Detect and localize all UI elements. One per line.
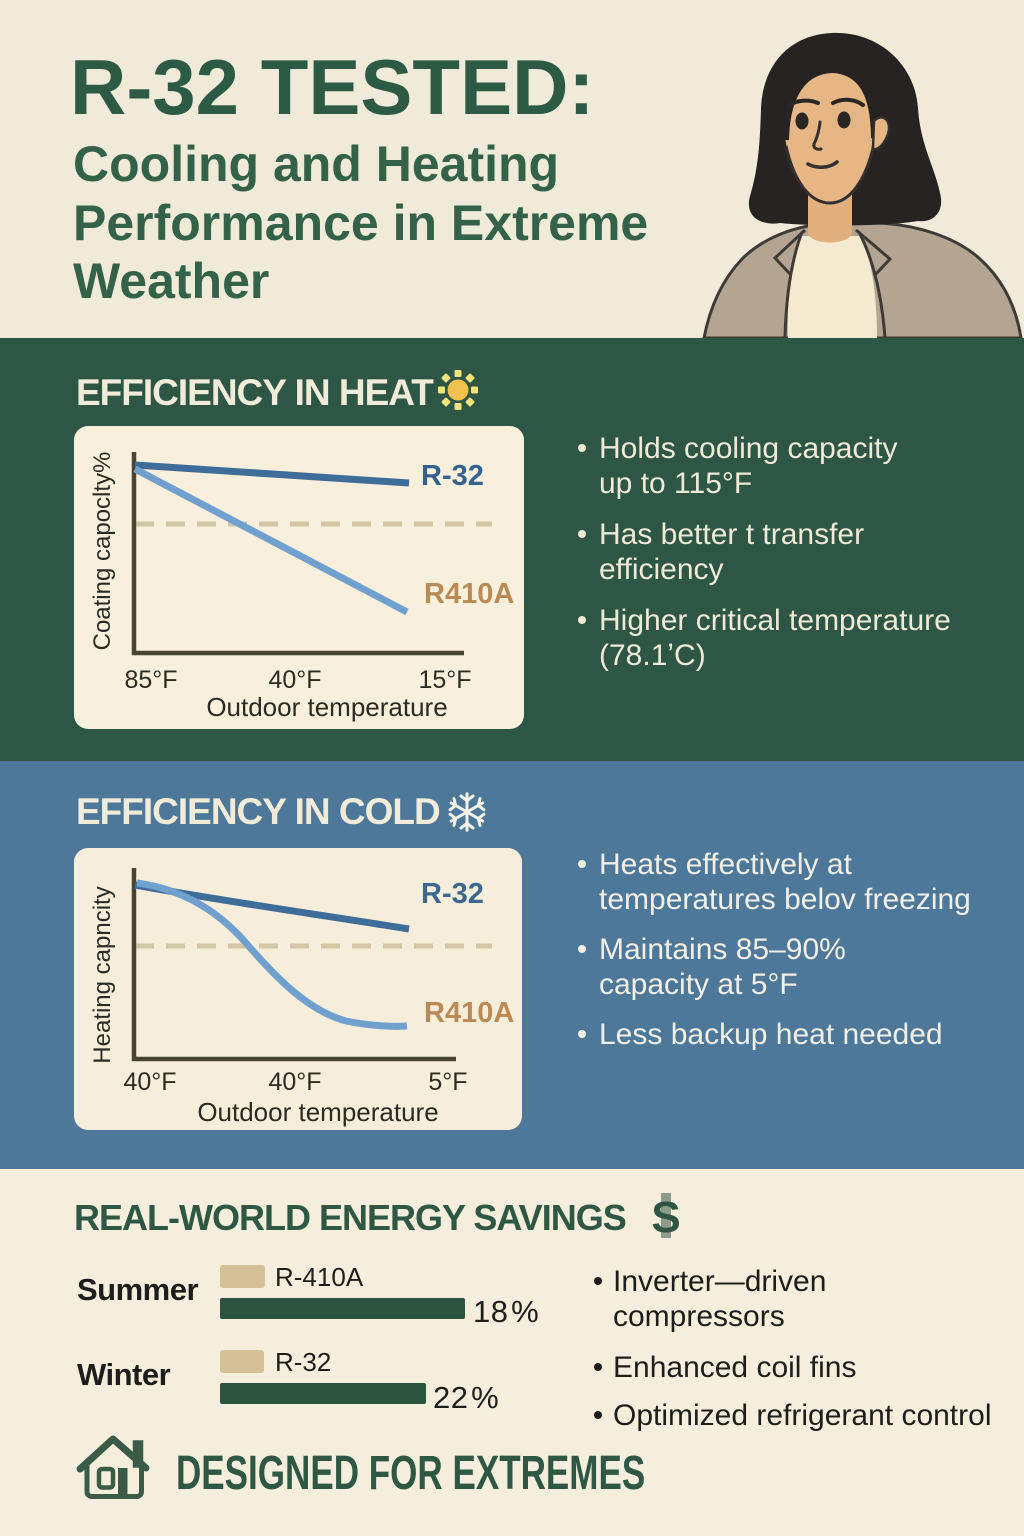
svg-text:40°F: 40°F [123,1068,176,1096]
svg-text:Heating capncity: Heating capncity [89,886,116,1063]
svg-text:Coating capoclty%: Coating capoclty% [89,452,116,651]
svg-text:Outdoor temperature: Outdoor temperature [197,1097,438,1127]
svg-text:R410A: R410A [424,578,514,610]
svg-text:40°F: 40°F [268,666,321,694]
svg-text:Outdoor temperature: Outdoor temperature [206,692,447,722]
svg-text:15°F: 15°F [418,666,471,694]
svg-text:5°F: 5°F [428,1068,467,1096]
svg-text:R410A: R410A [424,997,514,1029]
svg-text:40°F: 40°F [268,1068,321,1096]
svg-text:R-32: R-32 [421,460,484,492]
svg-text:R-32: R-32 [421,878,484,910]
svg-text:85°F: 85°F [124,666,177,694]
